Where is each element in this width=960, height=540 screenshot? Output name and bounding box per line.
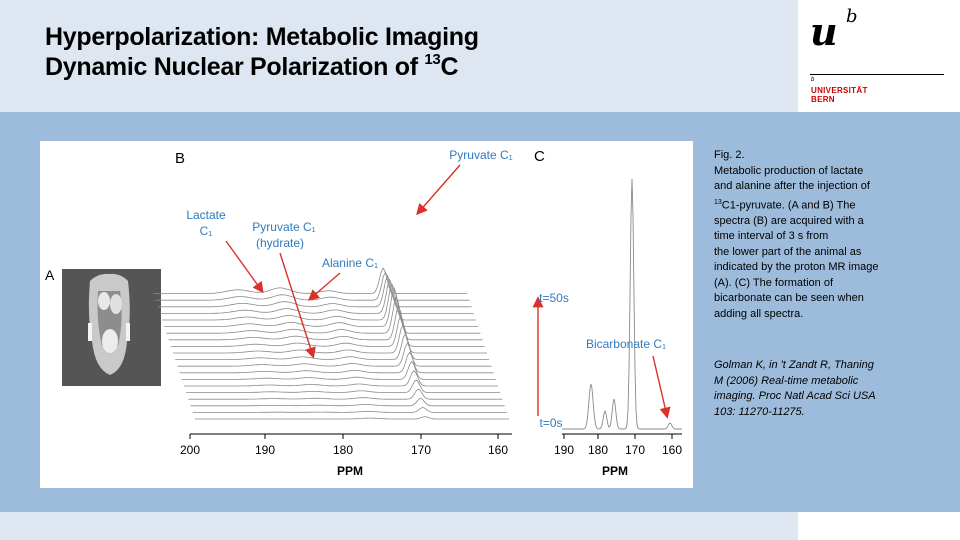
b-tick-170: 170	[411, 443, 431, 457]
b-axis-ticks	[189, 434, 499, 439]
spectrum-trace	[166, 296, 481, 334]
header-band	[0, 0, 798, 112]
panel-c-label: C	[534, 148, 545, 165]
spectrum-trace	[179, 351, 494, 374]
figure-caption: Fig. 2. Metabolic production of lactate …	[714, 149, 879, 320]
citation: Golman K, in 't Zandt R, Thaning M (2006…	[714, 359, 876, 418]
logo-b: b	[846, 6, 858, 27]
spectrum-trace	[162, 283, 476, 321]
spectrum-trace	[173, 323, 487, 354]
spectrum-trace	[186, 379, 501, 393]
spectrum-trace	[192, 406, 507, 413]
mr-body-icon	[88, 273, 130, 375]
arrow-lactate	[225, 240, 264, 294]
spectrum-trace	[153, 267, 468, 294]
logo-university-name: UNIVERSITÄT BERN	[811, 86, 868, 104]
logo-u: u	[810, 9, 838, 54]
arrow-pyruvate-hydrate	[279, 252, 316, 359]
logo-divider	[810, 74, 944, 75]
spectrum-trace	[155, 271, 470, 301]
t-bottom-label: t=0s	[539, 416, 562, 430]
slide-title: Hyperpolarization: Metabolic Imaging Dyn…	[45, 22, 479, 82]
pyruvate-hydrate-label-2: (hydrate)	[256, 236, 304, 250]
title-line-1: Hyperpolarization: Metabolic Imaging	[45, 23, 479, 51]
t-top-label: t=50s	[539, 291, 569, 305]
b-tick-190: 190	[255, 443, 275, 457]
spectrum-trace	[170, 314, 485, 347]
arrow-pyruvate	[416, 164, 461, 216]
stacked-spectra	[153, 267, 509, 420]
figure-svg: A B 200 190 180 170 160 PPM	[45, 148, 682, 478]
spectrum-trace	[195, 416, 509, 420]
spectrum-trace	[175, 333, 490, 360]
arrow-alanine	[307, 272, 341, 301]
panel-a-label: A	[45, 267, 55, 283]
lactate-label-2: C₁	[200, 224, 213, 238]
logo-small-b: b	[811, 77, 815, 83]
spectrum-trace	[177, 342, 492, 367]
spectrum-trace	[184, 370, 498, 387]
c-xlabel: PPM	[602, 464, 628, 478]
panel-b-label: B	[175, 150, 185, 167]
pyruvate-top-label: Pyruvate C₁	[449, 148, 512, 162]
c-tick-190: 190	[554, 443, 574, 457]
spectrum-trace	[168, 305, 483, 341]
university-logo: u b b UNIVERSITÄT BERN	[806, 4, 956, 108]
b-tick-200: 200	[180, 443, 200, 457]
title-line-2: Dynamic Nuclear Polarization of 13C	[45, 50, 459, 81]
pyruvate-hydrate-label-1: Pyruvate C₁	[252, 220, 315, 234]
b-xlabel: PPM	[337, 464, 363, 478]
b-tick-160: 160	[488, 443, 508, 457]
spectrum-trace	[164, 286, 479, 327]
arrow-bicarbonate	[652, 355, 671, 419]
b-tick-180: 180	[333, 443, 353, 457]
bicarbonate-label: Bicarbonate C₁	[586, 337, 666, 351]
alanine-label: Alanine C₁	[322, 256, 378, 270]
c-axis-ticks	[563, 434, 673, 439]
spectrum-trace	[181, 360, 496, 380]
spectrum-trace	[159, 279, 474, 314]
spectrum-trace	[188, 388, 503, 400]
c-tick-170: 170	[625, 443, 645, 457]
footer-band	[0, 512, 798, 540]
c-tick-180: 180	[588, 443, 608, 457]
spectrum-trace	[157, 275, 472, 308]
c-tick-160: 160	[662, 443, 682, 457]
figure-image: A B 200 190 180 170 160 PPM	[40, 141, 693, 488]
sum-spectrum	[562, 178, 682, 430]
spectrum-trace	[190, 397, 505, 407]
lactate-label-1: Lactate	[186, 208, 226, 222]
